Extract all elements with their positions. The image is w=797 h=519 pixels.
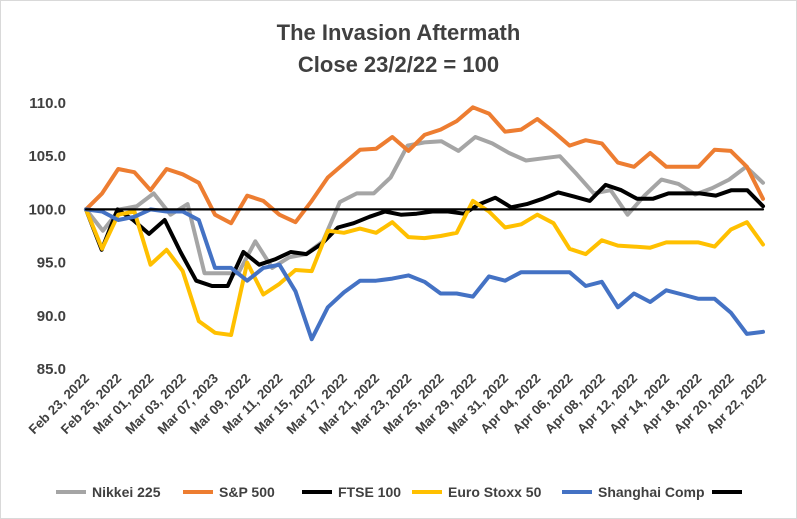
y-tick-label: 110.0: [29, 95, 66, 112]
legend-label: S&P 500: [219, 484, 275, 500]
legend-swatch: [712, 490, 742, 494]
chart-legend: Nikkei 225 S&P 500 FTSE 100 Euro Stoxx 50 Sh…: [0, 482, 797, 502]
legend-item-reference: [712, 482, 748, 502]
y-tick-label: 85.0: [37, 361, 66, 378]
legend-item-ftse-100: FTSE 100: [302, 482, 401, 502]
chart-title: The Invasion Aftermath: [276, 20, 521, 45]
legend-swatch: [302, 490, 332, 494]
y-tick-label: 90.0: [37, 308, 66, 325]
series-line-s-p-500: [84, 105, 765, 226]
legend-label: Shanghai Comp: [598, 484, 705, 500]
legend-item-nikkei-225: Nikkei 225: [56, 482, 161, 502]
legend-label: Euro Stoxx 50: [448, 484, 542, 500]
series-line-nikkei-225: [84, 135, 765, 276]
chart-subtitle: Close 23/2/22 = 100: [297, 52, 500, 77]
series-line-shanghai-comp: [84, 207, 765, 342]
legend-item-euro-stoxx-50: Euro Stoxx 50: [412, 482, 541, 502]
legend-swatch: [183, 490, 213, 494]
legend-label: Nikkei 225: [92, 484, 161, 500]
legend-item-shanghai-comp: Shanghai Comp: [562, 482, 705, 502]
legend-swatch: [56, 490, 86, 494]
y-tick-label: 100.0: [28, 201, 66, 218]
y-tick-label: 95.0: [37, 255, 66, 272]
series-line-ftse-100: [84, 182, 765, 288]
legend-item-s-p-500: S&P 500: [183, 482, 275, 502]
y-tick-label: 105.0: [28, 148, 66, 165]
series-line-euro-stoxx-50: [84, 198, 765, 337]
legend-swatch: [562, 490, 592, 494]
legend-swatch: [412, 490, 442, 494]
legend-label: FTSE 100: [338, 484, 402, 500]
